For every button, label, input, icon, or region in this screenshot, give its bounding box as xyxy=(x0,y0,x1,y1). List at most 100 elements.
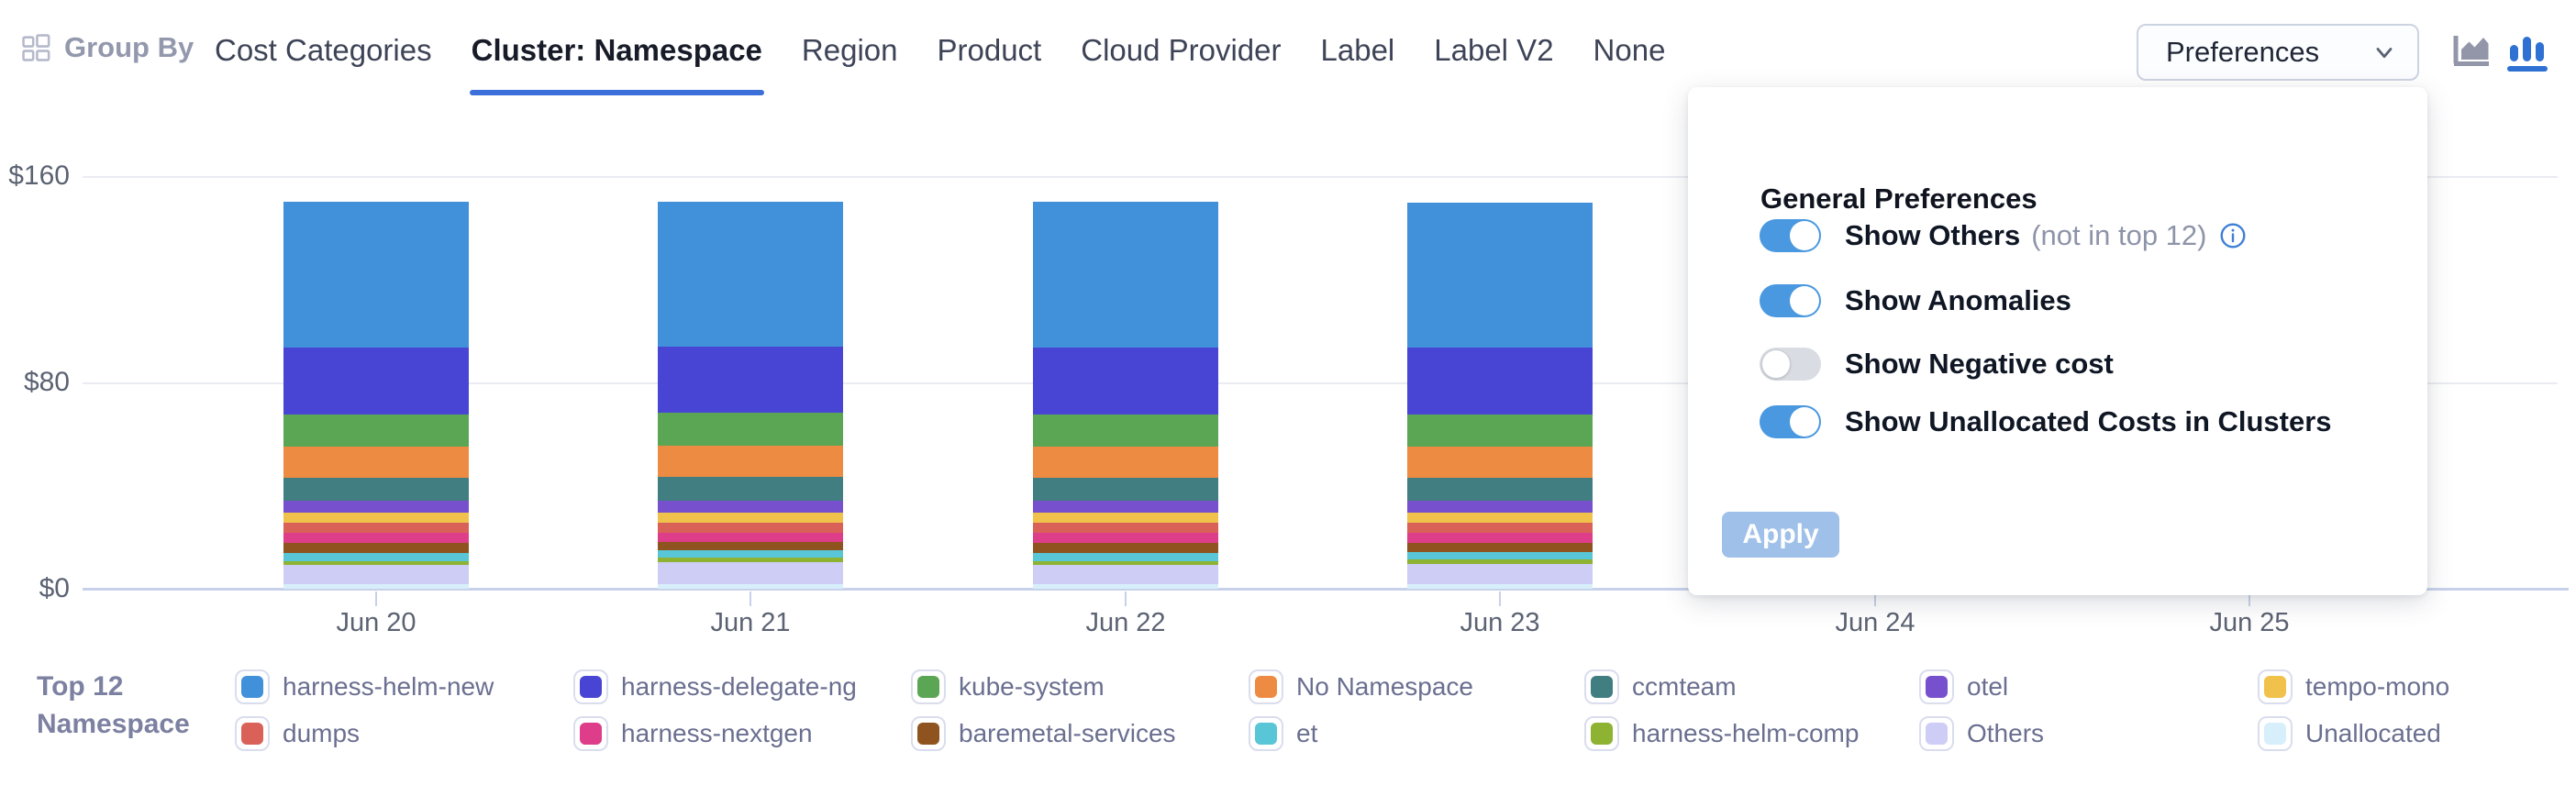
area-chart-type-button[interactable] xyxy=(2453,35,2493,66)
legend-item-tempo-mono[interactable]: tempo-mono xyxy=(2258,669,2449,705)
tab-label-v2[interactable]: Label V2 xyxy=(1432,9,1555,95)
legend-item-harness-delegate-ng[interactable]: harness-delegate-ng xyxy=(573,669,857,705)
toggle-show-unallocated-costs-in-clusters[interactable] xyxy=(1760,405,1821,438)
tab-region[interactable]: Region xyxy=(800,9,900,95)
segment-harness-helm-comp[interactable] xyxy=(283,561,469,566)
segment-otel[interactable] xyxy=(658,500,843,514)
segment-others[interactable] xyxy=(1407,563,1593,585)
legend-item-others[interactable]: Others xyxy=(1919,715,2044,752)
segment-baremetal-services[interactable] xyxy=(1033,543,1218,554)
tab-product[interactable]: Product xyxy=(936,9,1044,95)
toggle-show-negative-cost[interactable] xyxy=(1760,348,1821,381)
segment-dumps[interactable] xyxy=(283,523,469,534)
segment-et[interactable] xyxy=(1407,551,1593,560)
segment-otel[interactable] xyxy=(283,501,469,514)
info-icon[interactable] xyxy=(2218,221,2248,250)
legend-item-ccmteam[interactable]: ccmteam xyxy=(1584,669,1737,705)
segment-baremetal-services[interactable] xyxy=(1407,542,1593,552)
legend-label: et xyxy=(1296,719,1318,747)
legend-label: kube-system xyxy=(959,672,1105,701)
segment-harness-nextgen[interactable] xyxy=(658,532,843,543)
gridline-80 xyxy=(83,382,2558,384)
legend-item-otel[interactable]: otel xyxy=(1919,669,2008,705)
segment-harness-helm-comp[interactable] xyxy=(1407,559,1593,564)
legend-item-no-namespace[interactable]: No Namespace xyxy=(1249,669,1473,705)
segment-dumps[interactable] xyxy=(1033,523,1218,534)
group-by-label: Group By xyxy=(64,31,194,63)
legend-swatch xyxy=(573,669,608,704)
segment-unallocated[interactable] xyxy=(283,584,469,589)
legend-item-harness-helm-new[interactable]: harness-helm-new xyxy=(235,669,494,705)
segment-et[interactable] xyxy=(1033,553,1218,562)
segment-harness-delegate-ng[interactable] xyxy=(283,348,469,415)
segment-harness-delegate-ng[interactable] xyxy=(658,346,843,414)
tab-none[interactable]: None xyxy=(1592,9,1668,95)
segment-dumps[interactable] xyxy=(1407,523,1593,534)
segment-dumps[interactable] xyxy=(658,522,843,533)
segment-otel[interactable] xyxy=(1033,501,1218,514)
segment-unallocated[interactable] xyxy=(658,583,843,590)
segment-kube-system[interactable] xyxy=(1033,415,1218,448)
legend-swatch-color xyxy=(2264,723,2286,745)
legend-swatch xyxy=(911,716,946,751)
segment-et[interactable] xyxy=(658,550,843,558)
segment-no-namespace[interactable] xyxy=(283,447,469,479)
segment-harness-helm-comp[interactable] xyxy=(1033,561,1218,566)
tab-cloud-provider[interactable]: Cloud Provider xyxy=(1079,9,1282,95)
segment-no-namespace[interactable] xyxy=(1407,446,1593,478)
segment-no-namespace[interactable] xyxy=(1033,447,1218,479)
segment-harness-nextgen[interactable] xyxy=(283,533,469,544)
segment-harness-nextgen[interactable] xyxy=(1033,533,1218,544)
segment-baremetal-services[interactable] xyxy=(283,543,469,554)
segment-no-namespace[interactable] xyxy=(658,445,843,478)
segment-tempo-mono[interactable] xyxy=(1407,513,1593,524)
segment-ccmteam[interactable] xyxy=(283,478,469,502)
legend-item-et[interactable]: et xyxy=(1249,715,1317,752)
segment-tempo-mono[interactable] xyxy=(1033,513,1218,524)
segment-others[interactable] xyxy=(1033,565,1218,585)
segment-harness-helm-new[interactable] xyxy=(1407,203,1593,348)
legend-item-unallocated[interactable]: Unallocated xyxy=(2258,715,2441,752)
x-tick xyxy=(375,592,377,606)
segment-harness-delegate-ng[interactable] xyxy=(1033,348,1218,415)
legend-item-baremetal-services[interactable]: baremetal-services xyxy=(911,715,1176,752)
toggle-show-others[interactable] xyxy=(1760,219,1821,252)
tab-cost-categories[interactable]: Cost Categories xyxy=(213,9,434,95)
preferences-panel-title: General Preferences xyxy=(1760,182,2037,215)
legend-item-dumps[interactable]: dumps xyxy=(235,715,360,752)
segment-ccmteam[interactable] xyxy=(1407,477,1593,502)
preferences-dropdown[interactable]: Preferences xyxy=(2137,24,2419,81)
segment-harness-helm-new[interactable] xyxy=(658,202,843,347)
segment-harness-helm-new[interactable] xyxy=(1033,202,1218,348)
segment-unallocated[interactable] xyxy=(1407,584,1593,589)
bar-chart-type-button[interactable] xyxy=(2510,37,2545,61)
toggle-show-anomalies[interactable] xyxy=(1760,284,1821,317)
segment-harness-helm-comp[interactable] xyxy=(658,558,843,563)
segment-others[interactable] xyxy=(658,562,843,584)
legend-item-harness-nextgen[interactable]: harness-nextgen xyxy=(573,715,813,752)
segment-ccmteam[interactable] xyxy=(658,477,843,501)
tab-cluster-namespace[interactable]: Cluster: Namespace xyxy=(469,9,764,95)
legend-item-harness-helm-comp[interactable]: harness-helm-comp xyxy=(1584,715,1859,752)
segment-kube-system[interactable] xyxy=(658,413,843,446)
segment-unallocated[interactable] xyxy=(1033,584,1218,589)
segment-tempo-mono[interactable] xyxy=(658,513,843,523)
preference-label: Show Others xyxy=(1845,219,2021,251)
segment-baremetal-services[interactable] xyxy=(658,542,843,551)
segment-harness-helm-new[interactable] xyxy=(283,202,469,348)
segment-others[interactable] xyxy=(283,565,469,585)
segment-otel[interactable] xyxy=(1407,501,1593,514)
x-axis-label: Jun 24 xyxy=(1835,608,1915,637)
segment-tempo-mono[interactable] xyxy=(283,513,469,524)
tab-label[interactable]: Label xyxy=(1319,9,1397,95)
segment-kube-system[interactable] xyxy=(283,415,469,448)
segment-kube-system[interactable] xyxy=(1407,414,1593,447)
segment-harness-delegate-ng[interactable] xyxy=(1407,347,1593,415)
apply-button[interactable]: Apply xyxy=(1722,512,1839,558)
segment-et[interactable] xyxy=(283,553,469,562)
segment-harness-nextgen[interactable] xyxy=(1407,533,1593,543)
legend-label: harness-nextgen xyxy=(621,719,813,747)
legend-item-kube-system[interactable]: kube-system xyxy=(911,669,1105,705)
segment-ccmteam[interactable] xyxy=(1033,478,1218,502)
legend-label: No Namespace xyxy=(1296,672,1473,701)
